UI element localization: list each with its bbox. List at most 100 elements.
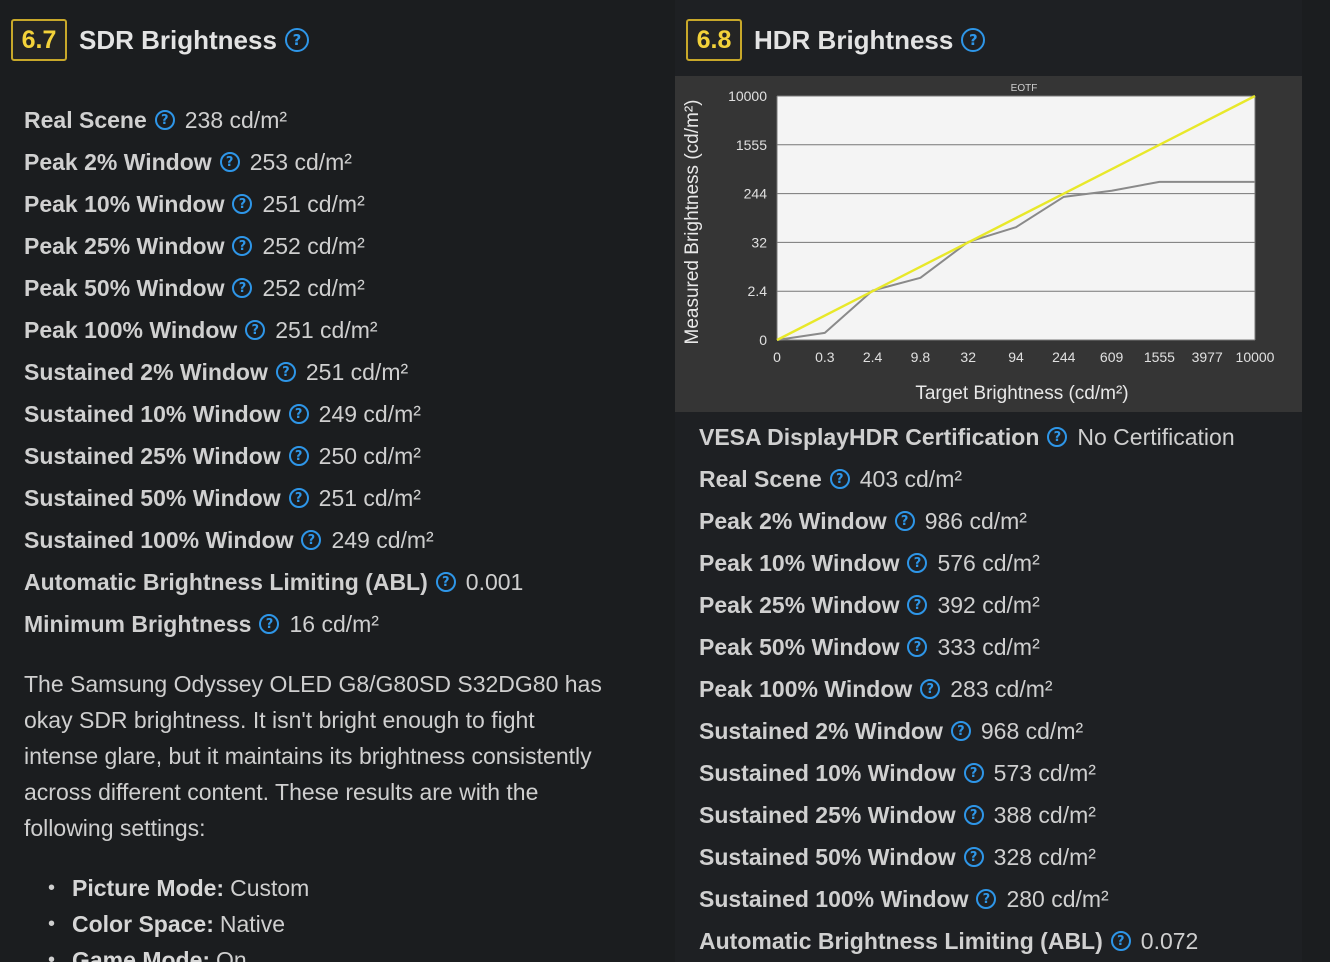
help-icon[interactable]: ? — [907, 553, 928, 573]
measurement-label: Automatic Brightness Limiting (ABL) — [699, 927, 1103, 954]
measurement-value: 333 cd/m² — [937, 633, 1040, 660]
measurement-row: Sustained 50% Window? 328 cd/m² — [699, 839, 1096, 875]
help-icon[interactable]: ? — [963, 763, 984, 783]
help-icon[interactable]: ? — [907, 595, 928, 615]
measurement-label: Peak 50% Window — [699, 633, 900, 660]
measurement-row: Sustained 25% Window? 250 cd/m² — [24, 438, 421, 474]
measurement-value: No Certification — [1077, 423, 1235, 450]
measurement-value: 968 cd/m² — [980, 717, 1084, 744]
measurement-label: Sustained 50% Window — [24, 484, 281, 511]
measurement-value: 252 cd/m² — [262, 232, 365, 259]
help-icon[interactable]: ? — [275, 362, 296, 382]
help-icon[interactable]: ? — [907, 637, 928, 657]
help-icon[interactable]: ? — [1110, 931, 1131, 951]
x-tick-label: 2.4 — [863, 349, 883, 365]
ideal-eotf-line — [776, 94, 1256, 342]
measurement-value: 251 cd/m² — [262, 190, 365, 217]
measurement-row: Sustained 100% Window? 249 cd/m² — [24, 522, 434, 558]
measurement-row: Sustained 2% Window? 251 cd/m² — [24, 354, 408, 390]
measurement-row: Minimum Brightness? 16 cd/m² — [24, 606, 379, 642]
measurement-label: Peak 50% Window — [24, 274, 225, 301]
measurement-row: Sustained 100% Window? 280 cd/m² — [699, 881, 1109, 917]
help-icon[interactable]: ? — [154, 110, 175, 130]
measurement-row: Sustained 10% Window? 249 cd/m² — [24, 396, 421, 432]
measurement-value: 388 cd/m² — [993, 801, 1096, 828]
help-icon[interactable]: ? — [219, 152, 240, 172]
measurement-label: Peak 2% Window — [24, 148, 212, 175]
help-icon[interactable]: ? — [232, 278, 253, 298]
measurement-row: Peak 2% Window? 253 cd/m² — [24, 144, 352, 180]
measurement-value: 280 cd/m² — [1006, 885, 1109, 912]
help-icon[interactable]: ? — [894, 511, 915, 531]
help-icon[interactable]: ? — [232, 194, 253, 214]
x-tick-label: 0 — [773, 349, 781, 365]
help-icon[interactable]: ? — [976, 889, 997, 909]
measurement-value: 328 cd/m² — [993, 843, 1096, 870]
x-tick-label: 609 — [1100, 349, 1124, 365]
hdr-score-badge: 6.8 — [686, 19, 742, 61]
y-axis-label: Measured Brightness (cd/m²) — [682, 100, 703, 345]
chart-title: EOTF — [1011, 83, 1038, 94]
measurement-row: Peak 2% Window? 986 cd/m² — [699, 503, 1027, 539]
measurement-row: Real Scene? 403 cd/m² — [699, 461, 962, 497]
sdr-settings-list: • Picture Mode: Custom • Color Space: Native •… — [48, 870, 608, 962]
sdr-section-title: SDR Brightness — [79, 24, 277, 55]
measurement-label: Peak 25% Window — [699, 591, 900, 618]
measurement-label: Sustained 10% Window — [699, 759, 956, 786]
measurement-value: 0.001 — [465, 568, 524, 595]
measurement-value: 249 cd/m² — [318, 400, 421, 427]
help-icon[interactable]: ? — [288, 488, 309, 508]
help-icon[interactable]: ? — [950, 721, 971, 741]
x-axis-label: Target Brightness (cd/m²) — [915, 383, 1128, 404]
help-icon[interactable]: ? — [288, 446, 309, 466]
measurement-value: 238 cd/m² — [184, 106, 288, 133]
measurement-value: 252 cd/m² — [262, 274, 365, 301]
measurement-row: Peak 10% Window? 576 cd/m² — [699, 545, 1040, 581]
help-icon[interactable]: ? — [284, 28, 309, 52]
measurement-label: Peak 2% Window — [699, 507, 887, 534]
help-icon[interactable]: ? — [963, 805, 984, 825]
bullet-icon: • — [48, 876, 56, 899]
help-icon[interactable]: ? — [963, 847, 984, 867]
measurement-row: Peak 25% Window? 252 cd/m² — [24, 228, 365, 264]
measurement-value: 251 cd/m² — [305, 358, 409, 385]
measurement-value: 251 cd/m² — [318, 484, 421, 511]
help-icon[interactable]: ? — [245, 320, 266, 340]
measurement-row: Peak 10% Window? 251 cd/m² — [24, 186, 365, 222]
bullet-icon: • — [48, 912, 56, 935]
measurement-label: Real Scene — [699, 465, 822, 492]
help-icon[interactable]: ? — [1047, 427, 1068, 447]
x-tick-label: 3977 — [1192, 349, 1223, 365]
measurement-value: 576 cd/m² — [937, 549, 1040, 576]
y-tick-label: 32 — [751, 234, 767, 250]
measurement-label: Sustained 2% Window — [24, 358, 268, 385]
setting-label: Color Space: — [72, 910, 214, 937]
help-icon[interactable]: ? — [301, 530, 322, 550]
measurement-value: 253 cd/m² — [249, 148, 352, 175]
help-icon[interactable]: ? — [288, 404, 309, 424]
setting-value: On — [216, 946, 247, 962]
measurement-label: Sustained 100% Window — [24, 526, 294, 553]
measurement-row: Sustained 2% Window? 968 cd/m² — [699, 713, 1083, 749]
sdr-brightness-section: 6.7 SDR Brightness ? Real Scene? 238 cd/m… — [0, 0, 628, 962]
sdr-description: The Samsung Odyssey OLED G8/G80SD S32DG8… — [24, 671, 602, 841]
measurement-row: Sustained 50% Window? 251 cd/m² — [24, 480, 421, 516]
measurement-row: Sustained 10% Window? 573 cd/m² — [699, 755, 1096, 791]
setting-item: • Color Space: Native — [48, 906, 608, 942]
help-icon[interactable]: ? — [920, 679, 941, 699]
measurement-row: VESA DisplayHDR Certification? No Certifi… — [699, 419, 1235, 455]
measurement-label: Sustained 50% Window — [699, 843, 956, 870]
hdr-brightness-section: 6.8 HDR Brightness ? 0 2.4 32 244 1555 10000 0… — [675, 0, 1302, 962]
x-tick-label: 9.8 — [911, 349, 931, 365]
measurement-value: 283 cd/m² — [950, 675, 1053, 702]
help-icon[interactable]: ? — [961, 28, 986, 52]
help-icon[interactable]: ? — [259, 614, 280, 634]
y-tick-label: 10000 — [728, 88, 767, 104]
measurement-label: Peak 10% Window — [24, 190, 225, 217]
measurement-row: Peak 50% Window? 333 cd/m² — [699, 629, 1040, 665]
help-icon[interactable]: ? — [829, 469, 850, 489]
help-icon[interactable]: ? — [435, 572, 456, 592]
y-tick-label: 2.4 — [748, 283, 768, 299]
measurement-label: Peak 10% Window — [699, 549, 900, 576]
help-icon[interactable]: ? — [232, 236, 253, 256]
